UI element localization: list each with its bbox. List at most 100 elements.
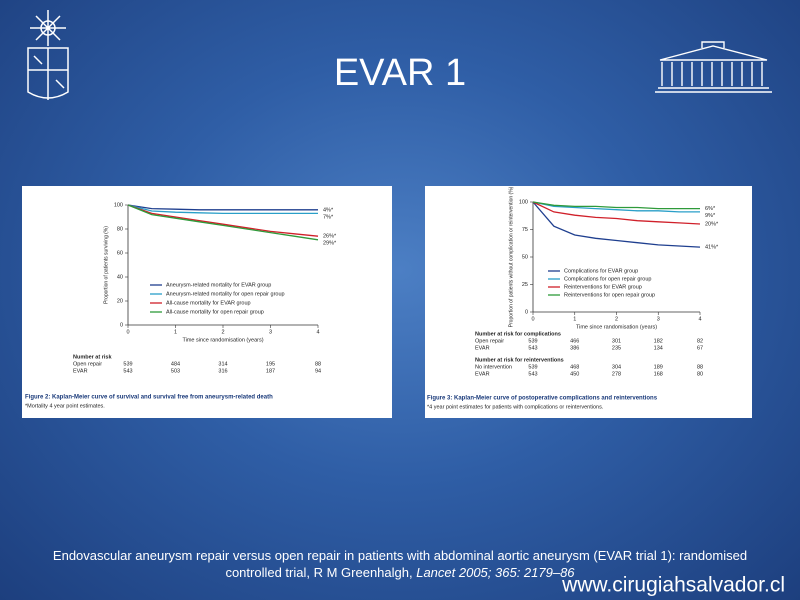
- legend-label: Aneurysm-related mortality for EVAR grou…: [166, 282, 271, 288]
- end-label: 9%*: [705, 213, 716, 219]
- figure-footnote: *Mortality 4 year point estimates.: [25, 403, 105, 409]
- x-tick-label: 1: [174, 329, 177, 335]
- y-tick-label: 75: [522, 227, 528, 233]
- legend-label: All-cause mortality for open repair grou…: [166, 309, 264, 315]
- legend-label: All-cause mortality for EVAR group: [166, 300, 251, 306]
- x-tick-label: 2: [615, 316, 618, 322]
- risk-row-label: Open repair: [475, 338, 504, 344]
- figure-panel: [425, 186, 752, 418]
- risk-value: 543: [528, 371, 537, 377]
- risk-value: 539: [528, 364, 537, 370]
- figure-caption: Figure 2: Kaplan-Meier curve of survival…: [25, 395, 273, 401]
- risk-value: 134: [654, 345, 663, 351]
- risk-value: 168: [654, 371, 663, 377]
- slide-title: EVAR 1: [334, 52, 466, 94]
- risk-value: 468: [570, 364, 579, 370]
- risk-value: 67: [697, 345, 703, 351]
- risk-value: 94: [315, 368, 321, 374]
- risk-value: 314: [218, 361, 227, 367]
- km-curve: [127, 204, 318, 215]
- risk-value: 195: [266, 361, 275, 367]
- risk-value: 316: [218, 368, 227, 374]
- risk-row-label: EVAR: [475, 345, 490, 351]
- end-label: 7%*: [323, 214, 334, 220]
- x-tick-label: 3: [657, 316, 660, 322]
- risk-value: 88: [315, 361, 321, 367]
- citation-source: Lancet 2005; 365: 2179–86: [416, 565, 575, 580]
- x-axis-label: Time since randomisation (years): [576, 324, 657, 330]
- risk-value: 539: [528, 338, 537, 344]
- risk-value: 484: [171, 361, 180, 367]
- km-curve: [127, 204, 319, 237]
- y-tick-label: 60: [117, 250, 123, 256]
- end-label: 20%*: [705, 221, 719, 227]
- x-tick-label: 2: [221, 329, 224, 335]
- risk-row-label: EVAR: [73, 368, 88, 374]
- km-curve: [532, 201, 701, 248]
- km-curve: [532, 201, 700, 210]
- km-curve: [532, 201, 701, 225]
- risk-row-label: Open repair: [73, 361, 102, 367]
- risk-table-title: Number at risk for complications: [475, 331, 561, 337]
- figure-caption: Figure 3: Kaplan-Meier curve of postoper…: [427, 396, 658, 402]
- risk-table-title: Number at risk for reinterventions: [475, 357, 564, 363]
- risk-value: 304: [612, 364, 621, 370]
- end-label: 4%*: [323, 207, 334, 213]
- y-tick-label: 100: [114, 202, 123, 208]
- end-label: 6%*: [705, 206, 716, 212]
- x-tick-label: 4: [316, 329, 319, 335]
- y-tick-label: 100: [519, 199, 528, 205]
- citation-text: Endovascular aneurysm repair versus open…: [52, 548, 748, 580]
- figure-footnote: *4 year point estimates for patients wit…: [427, 404, 604, 410]
- risk-value: 539: [123, 361, 132, 367]
- risk-row-label: EVAR: [475, 371, 490, 377]
- risk-value: 182: [654, 338, 663, 344]
- risk-value: 543: [123, 368, 132, 374]
- risk-value: 187: [266, 368, 275, 374]
- figure-panel: [22, 186, 392, 418]
- end-label: 26%*: [323, 234, 337, 240]
- risk-value: 301: [612, 338, 621, 344]
- x-tick-label: 1: [573, 316, 576, 322]
- legend-label: Reinterventions for EVAR group: [564, 284, 642, 290]
- website: www.cirugiahsalvador.cl: [561, 574, 785, 597]
- legend-label: Aneurysm-related mortality for open repa…: [166, 291, 285, 297]
- risk-value: 235: [612, 345, 621, 351]
- building-logo: [655, 41, 772, 93]
- risk-value: 82: [697, 338, 703, 344]
- end-label: 41%*: [705, 245, 719, 251]
- y-tick-label: 0: [525, 309, 528, 315]
- legend-label: Complications for EVAR group: [564, 268, 638, 274]
- y-axis-label: Proportion of patients surviving (%): [103, 226, 109, 304]
- risk-value: 503: [171, 368, 180, 374]
- x-tick-label: 4: [698, 316, 701, 322]
- end-label: 29%*: [323, 241, 337, 247]
- y-tick-label: 80: [117, 226, 123, 232]
- km-curve: [532, 201, 700, 213]
- legend-label: Complications for open repair group: [564, 276, 651, 282]
- risk-value: 80: [697, 371, 703, 377]
- risk-value: 278: [612, 371, 621, 377]
- legend-label: Reinterventions for open repair group: [564, 292, 655, 298]
- x-axis-label: Time since randomisation (years): [182, 337, 263, 343]
- risk-value: 466: [570, 338, 579, 344]
- y-tick-label: 20: [117, 298, 123, 304]
- risk-value: 543: [528, 345, 537, 351]
- km-curve: [127, 204, 318, 211]
- y-tick-label: 50: [522, 254, 528, 260]
- x-tick-label: 0: [531, 316, 534, 322]
- y-axis-label: Proportion of patients without complicat…: [508, 186, 514, 327]
- risk-value: 386: [570, 345, 579, 351]
- risk-value: 88: [697, 364, 703, 370]
- risk-value: 450: [570, 371, 579, 377]
- citation: Endovascular aneurysm repair versus open…: [40, 547, 760, 581]
- y-tick-label: 40: [117, 274, 123, 280]
- x-tick-label: 3: [269, 329, 272, 335]
- y-tick-label: 0: [120, 322, 123, 328]
- km-curve: [127, 204, 319, 241]
- university-crest: [27, 10, 69, 100]
- x-tick-label: 0: [126, 329, 129, 335]
- y-tick-label: 25: [522, 282, 528, 288]
